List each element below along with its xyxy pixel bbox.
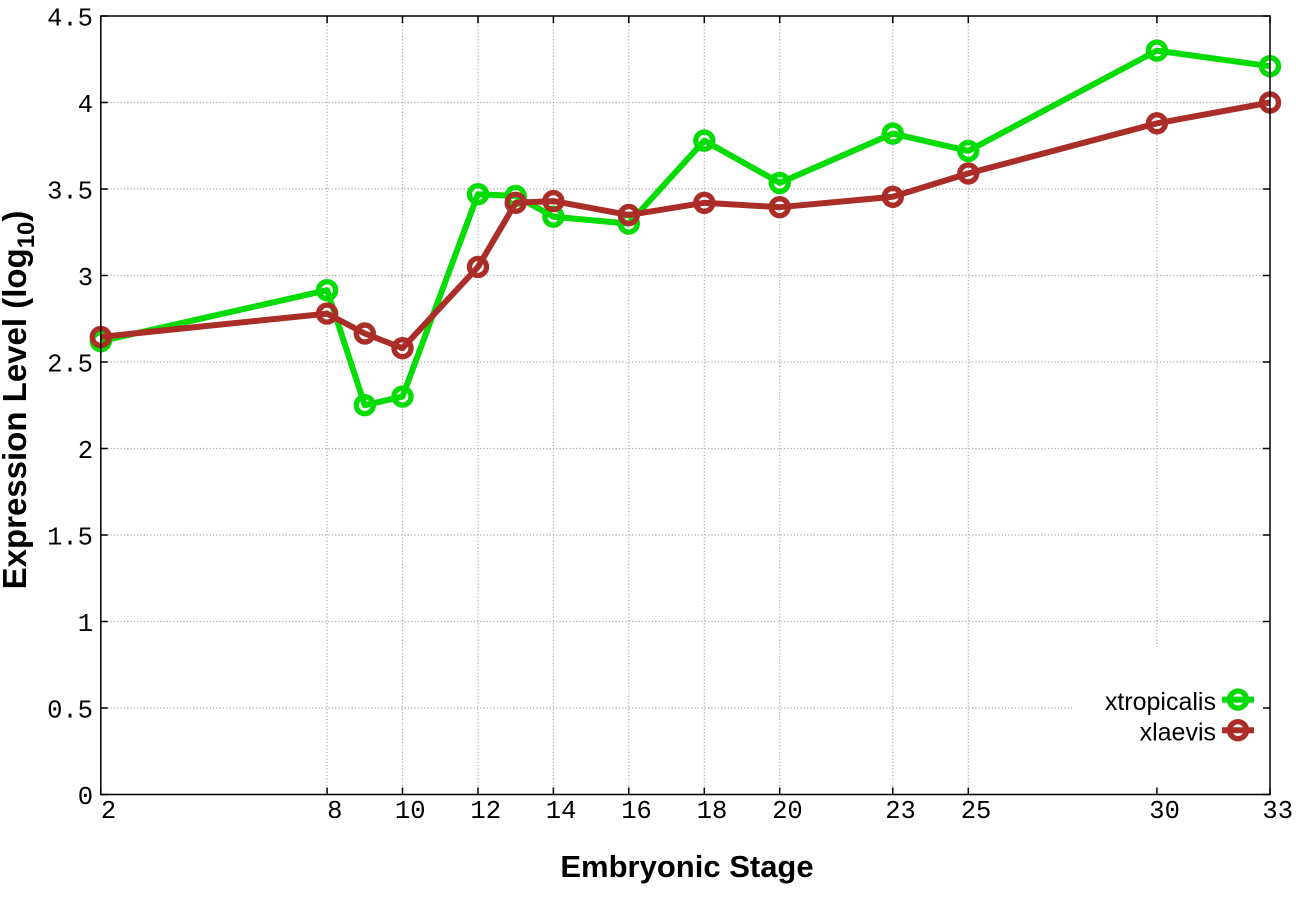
svg-text:30: 30: [1149, 797, 1180, 826]
svg-text:2: 2: [101, 797, 116, 826]
svg-text:1.5: 1.5: [47, 523, 93, 552]
svg-text:12: 12: [470, 797, 501, 826]
svg-text:14: 14: [546, 797, 577, 826]
svg-text:3: 3: [78, 264, 93, 293]
svg-text:0.5: 0.5: [47, 696, 93, 725]
svg-text:xtropicalis: xtropicalis: [1105, 688, 1216, 716]
svg-text:xlaevis: xlaevis: [1140, 719, 1216, 747]
svg-text:33: 33: [1262, 797, 1293, 826]
svg-text:4: 4: [78, 91, 93, 120]
svg-text:16: 16: [621, 797, 652, 826]
svg-text:1: 1: [78, 610, 93, 639]
svg-text:20: 20: [772, 797, 803, 826]
svg-text:2: 2: [78, 437, 93, 466]
svg-text:0: 0: [78, 783, 93, 812]
svg-text:8: 8: [327, 797, 342, 826]
svg-text:4.5: 4.5: [47, 4, 93, 33]
svg-text:3.5: 3.5: [47, 177, 93, 206]
svg-text:10: 10: [395, 797, 426, 826]
svg-text:2.5: 2.5: [47, 350, 93, 379]
svg-text:23: 23: [885, 797, 916, 826]
svg-text:Embryonic Stage: Embryonic Stage: [560, 849, 813, 884]
svg-text:25: 25: [961, 797, 992, 826]
svg-text:18: 18: [697, 797, 728, 826]
